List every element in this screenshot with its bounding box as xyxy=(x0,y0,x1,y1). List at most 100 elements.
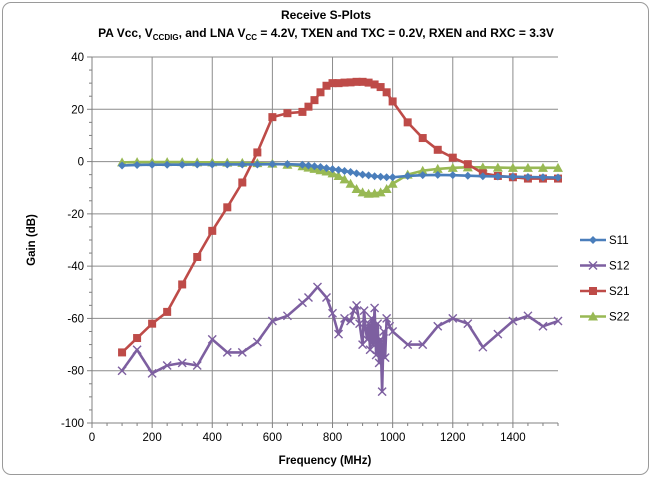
y-tick-label: -20 xyxy=(67,209,84,221)
subtitle-sub-1: CCDIG xyxy=(153,33,179,42)
y-tick-label: 20 xyxy=(71,104,84,116)
legend-label: S11 xyxy=(609,235,629,247)
data-point-s12 xyxy=(349,306,359,316)
data-point-s11 xyxy=(346,168,355,177)
data-point-s22 xyxy=(477,162,488,172)
data-point-s11 xyxy=(554,173,562,182)
data-point-s11 xyxy=(523,172,532,181)
data-point-s22 xyxy=(432,163,443,173)
series-s21 xyxy=(118,77,562,357)
data-point-s12 xyxy=(282,311,292,321)
legend: S11 S12 S21 S22 xyxy=(580,235,629,324)
data-point-s12 xyxy=(312,282,322,292)
data-point-s21 xyxy=(298,107,307,116)
legend-label: S21 xyxy=(609,286,629,298)
data-point-s21 xyxy=(268,113,277,122)
data-point-s11 xyxy=(238,160,247,169)
data-point-s11 xyxy=(334,165,343,174)
gridlines xyxy=(92,56,558,423)
data-point-s11 xyxy=(178,160,187,169)
data-point-s11 xyxy=(508,172,517,181)
y-tick-label: 40 xyxy=(71,52,84,64)
data-point-s11 xyxy=(268,160,277,169)
data-point-s22 xyxy=(417,165,428,175)
data-point-s12 xyxy=(478,342,488,352)
legend-entry-s21: S21 xyxy=(580,286,629,298)
data-point-s21 xyxy=(283,109,292,118)
data-point-s21 xyxy=(340,78,349,87)
data-point-s12 xyxy=(117,366,127,376)
data-point-s12 xyxy=(207,334,217,344)
data-point-s21 xyxy=(334,79,343,88)
data-point-s11 xyxy=(352,169,361,178)
data-point-s12 xyxy=(361,324,371,334)
data-point-s12 xyxy=(508,316,518,326)
data-point-s12 xyxy=(162,360,172,370)
data-point-s21 xyxy=(208,226,217,235)
data-point-s12 xyxy=(334,329,344,339)
data-point-s12 xyxy=(433,321,443,331)
data-point-s22 xyxy=(333,170,344,180)
data-point-s12 xyxy=(493,329,503,339)
data-point-s11 xyxy=(463,171,472,180)
data-point-s22 xyxy=(447,162,458,172)
legend-entry-s12: S12 xyxy=(580,261,629,273)
data-point-s12 xyxy=(346,316,356,326)
series-layer xyxy=(117,77,563,397)
series-s12 xyxy=(117,282,563,397)
data-point-s11 xyxy=(148,160,157,169)
data-point-s12 xyxy=(382,313,392,323)
subtitle-part-1: PA Vcc, V xyxy=(98,26,153,40)
data-point-s12 xyxy=(448,313,458,323)
data-point-s11 xyxy=(382,173,391,182)
data-point-s12 xyxy=(237,347,247,357)
data-point-s21 xyxy=(328,79,337,88)
legend-entry-s22: S22 xyxy=(580,311,629,324)
data-point-s11 xyxy=(448,171,457,180)
legend-marker xyxy=(589,287,597,295)
data-point-s21 xyxy=(388,97,397,106)
series-line-s21 xyxy=(121,80,558,354)
data-point-s21 xyxy=(364,78,373,87)
data-point-s11 xyxy=(118,161,127,170)
x-tick-label: 400 xyxy=(203,432,222,444)
legend-marker xyxy=(588,261,598,270)
data-point-s12 xyxy=(328,308,338,318)
data-point-s21 xyxy=(370,80,379,89)
legend-marker xyxy=(588,311,598,321)
data-point-s21 xyxy=(310,96,319,105)
data-point-s22 xyxy=(351,184,362,194)
x-tick-label: 0 xyxy=(89,432,95,444)
data-point-s21 xyxy=(304,102,313,111)
axes xyxy=(87,56,559,428)
y-tick-label: 0 xyxy=(78,157,84,169)
data-point-s21 xyxy=(118,348,127,357)
data-point-s22 xyxy=(345,178,356,188)
data-point-s12 xyxy=(371,350,381,360)
data-point-s12 xyxy=(364,319,374,329)
y-tick-label: -60 xyxy=(67,313,84,325)
data-point-s11 xyxy=(418,171,427,180)
data-point-s11 xyxy=(376,172,385,181)
data-point-s12 xyxy=(267,316,277,326)
data-point-s12 xyxy=(553,316,563,326)
x-tick-label: 1200 xyxy=(440,432,466,444)
data-point-s11 xyxy=(133,160,142,169)
data-point-s11 xyxy=(493,172,502,181)
data-point-s11 xyxy=(208,160,217,169)
data-point-s11 xyxy=(253,160,262,169)
tick-labels: 0 200 400 600 800 1000 1200 1400-100-80-60-40-2… xyxy=(61,52,526,444)
data-point-s21 xyxy=(148,319,157,328)
chart-subtitle: PA Vcc, VCCDIG, and LNA VCC = 4.2V, TXEN… xyxy=(98,26,554,42)
data-point-s11 xyxy=(223,160,232,169)
data-point-s12 xyxy=(340,313,350,323)
data-point-s12 xyxy=(252,337,262,347)
data-point-s21 xyxy=(403,118,412,127)
y-axis-label: Gain (dB) xyxy=(26,214,38,266)
data-point-s12 xyxy=(385,321,395,331)
data-point-s12 xyxy=(177,358,187,368)
data-point-s11 xyxy=(316,163,325,172)
data-point-s21 xyxy=(178,280,187,289)
subtitle-sub-2: CC xyxy=(245,33,257,42)
